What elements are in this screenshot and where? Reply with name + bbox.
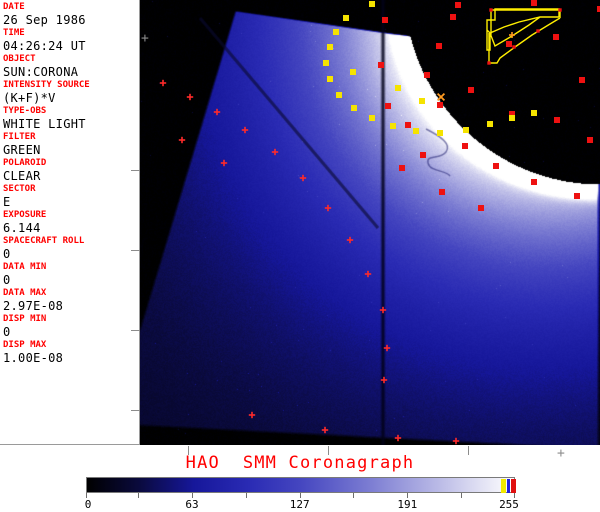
left-axis-tick bbox=[131, 330, 140, 331]
crosshair-marker-left: + bbox=[141, 31, 149, 46]
colorbar-blue-stripe bbox=[506, 479, 511, 493]
metadata-value: WHITE LIGHT bbox=[3, 117, 86, 131]
metadata-label: POLAROID bbox=[3, 158, 47, 168]
corona-image bbox=[140, 0, 600, 445]
metadata-value: SUN:CORONA bbox=[3, 65, 79, 79]
metadata-label: DATE bbox=[3, 2, 25, 12]
metadata-label: EXPOSURE bbox=[3, 210, 47, 220]
colorbar bbox=[86, 477, 516, 493]
metadata-label: OBJECT bbox=[3, 54, 36, 64]
colorbar-major-tick bbox=[86, 493, 87, 498]
metadata-label: DISP MAX bbox=[3, 340, 47, 350]
metadata-value: 0 bbox=[3, 247, 11, 261]
metadata-row: DISP MAX 1.00E-08 bbox=[3, 340, 139, 365]
metadata-row: INTENSITY SOURCE (K+F)*V bbox=[3, 80, 139, 105]
metadata-value: 04:26:24 UT bbox=[3, 39, 86, 53]
metadata-row: SPACECRAFT ROLL 0 bbox=[3, 236, 139, 261]
left-axis-tick bbox=[131, 410, 140, 411]
colorbar-minor-tick bbox=[245, 493, 247, 498]
colorbar-axis: 0 63 127 191 255 bbox=[84, 493, 519, 512]
colorbar-tick-label: 0 bbox=[84, 498, 92, 511]
metadata-row: TIME 04:26:24 UT bbox=[3, 28, 139, 53]
metadata-value: 2.97E-08 bbox=[3, 299, 64, 313]
metadata-panel: DATE 26 Sep 1986 TIME 04:26:24 UT OBJECT SUN:… bbox=[0, 0, 140, 445]
colorbar-tick-label: 191 bbox=[397, 498, 418, 511]
metadata-value: 26 Sep 1986 bbox=[3, 13, 86, 27]
crosshair-marker-bottom: + bbox=[557, 446, 565, 461]
metadata-row: DATA MAX 2.97E-08 bbox=[3, 288, 139, 313]
metadata-label: SECTOR bbox=[3, 184, 36, 194]
colorbar-major-tick bbox=[299, 493, 301, 498]
bottom-axis-tick bbox=[468, 446, 469, 455]
colorbar-tick-label: 127 bbox=[289, 498, 310, 511]
metadata-row: OBJECT SUN:CORONA bbox=[3, 54, 139, 79]
colorbar-gradient bbox=[86, 477, 516, 493]
metadata-value: 0 bbox=[3, 273, 11, 287]
metadata-row: DISP MIN 0 bbox=[3, 314, 139, 339]
metadata-value: 1.00E-08 bbox=[3, 351, 64, 365]
metadata-label: TYPE-OBS bbox=[3, 106, 47, 116]
metadata-row: FILTER GREEN bbox=[3, 132, 139, 157]
colorbar-tick-label: 255 bbox=[499, 498, 519, 511]
metadata-row: DATE 26 Sep 1986 bbox=[3, 2, 139, 27]
metadata-value: E bbox=[3, 195, 11, 209]
metadata-label: DATA MIN bbox=[3, 262, 47, 272]
colorbar-minor-tick bbox=[461, 493, 463, 498]
metadata-row: EXPOSURE 6.144 bbox=[3, 210, 139, 235]
metadata-value: 0 bbox=[3, 325, 11, 339]
left-axis-tick bbox=[131, 170, 140, 171]
colorbar-major-tick bbox=[191, 493, 193, 498]
page-title: HAO SMM Coronagraph bbox=[185, 453, 415, 473]
bottom-axis-tick bbox=[328, 446, 329, 455]
title-bar: HAO SMM Coronagraph bbox=[0, 452, 600, 476]
left-axis-tick bbox=[131, 250, 140, 251]
colorbar-minor-tick bbox=[353, 493, 355, 498]
metadata-row: POLAROID CLEAR bbox=[3, 158, 139, 183]
colorbar-red-stripe bbox=[511, 479, 516, 493]
colorbar-major-tick bbox=[514, 493, 515, 498]
metadata-label: DISP MIN bbox=[3, 314, 47, 324]
metadata-value: GREEN bbox=[3, 143, 41, 157]
metadata-label: INTENSITY SOURCE bbox=[3, 80, 90, 90]
metadata-label: TIME bbox=[3, 28, 25, 38]
metadata-label: SPACECRAFT ROLL bbox=[3, 236, 85, 246]
metadata-label: FILTER bbox=[3, 132, 36, 142]
metadata-value: (K+F)*V bbox=[3, 91, 56, 105]
bottom-axis-tick bbox=[188, 446, 189, 455]
metadata-row: SECTOR E bbox=[3, 184, 139, 209]
metadata-label: DATA MAX bbox=[3, 288, 47, 298]
metadata-row: DATA MIN 0 bbox=[3, 262, 139, 287]
colorbar-minor-tick bbox=[138, 493, 140, 498]
colorbar-major-tick bbox=[407, 493, 409, 498]
colorbar-tick-label: 63 bbox=[185, 498, 199, 511]
metadata-row: TYPE-OBS WHITE LIGHT bbox=[3, 106, 139, 131]
metadata-value: CLEAR bbox=[3, 169, 41, 183]
colorbar-yellow-stripe bbox=[500, 479, 506, 493]
metadata-value: 6.144 bbox=[3, 221, 41, 235]
corona-image-panel[interactable] bbox=[140, 0, 600, 445]
